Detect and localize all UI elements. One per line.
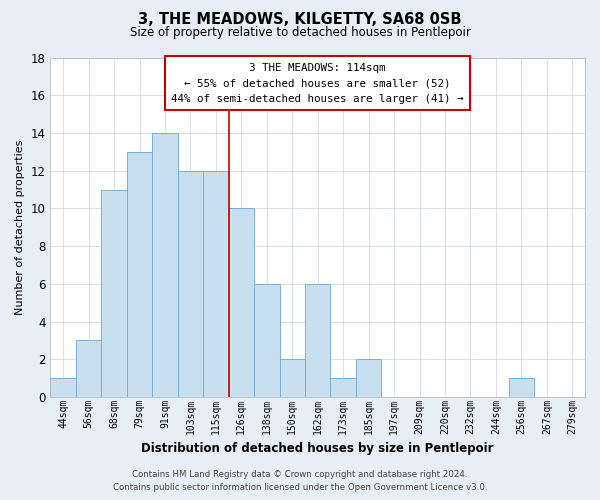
Bar <box>101 190 127 397</box>
Text: 3, THE MEADOWS, KILGETTY, SA68 0SB: 3, THE MEADOWS, KILGETTY, SA68 0SB <box>138 12 462 28</box>
Bar <box>152 133 178 397</box>
Y-axis label: Number of detached properties: Number of detached properties <box>15 140 25 315</box>
Bar <box>50 378 76 397</box>
Bar <box>203 170 229 397</box>
X-axis label: Distribution of detached houses by size in Pentlepoir: Distribution of detached houses by size … <box>142 442 494 455</box>
Bar <box>356 360 382 397</box>
Bar <box>280 360 305 397</box>
Bar <box>178 170 203 397</box>
Bar <box>331 378 356 397</box>
Bar <box>229 208 254 397</box>
Bar <box>254 284 280 397</box>
Bar <box>76 340 101 397</box>
Text: Contains HM Land Registry data © Crown copyright and database right 2024.
Contai: Contains HM Land Registry data © Crown c… <box>113 470 487 492</box>
Text: 3 THE MEADOWS: 114sqm
← 55% of detached houses are smaller (52)
44% of semi-deta: 3 THE MEADOWS: 114sqm ← 55% of detached … <box>172 62 464 104</box>
Text: Size of property relative to detached houses in Pentlepoir: Size of property relative to detached ho… <box>130 26 470 39</box>
Bar <box>305 284 331 397</box>
Bar <box>127 152 152 397</box>
Bar <box>509 378 534 397</box>
